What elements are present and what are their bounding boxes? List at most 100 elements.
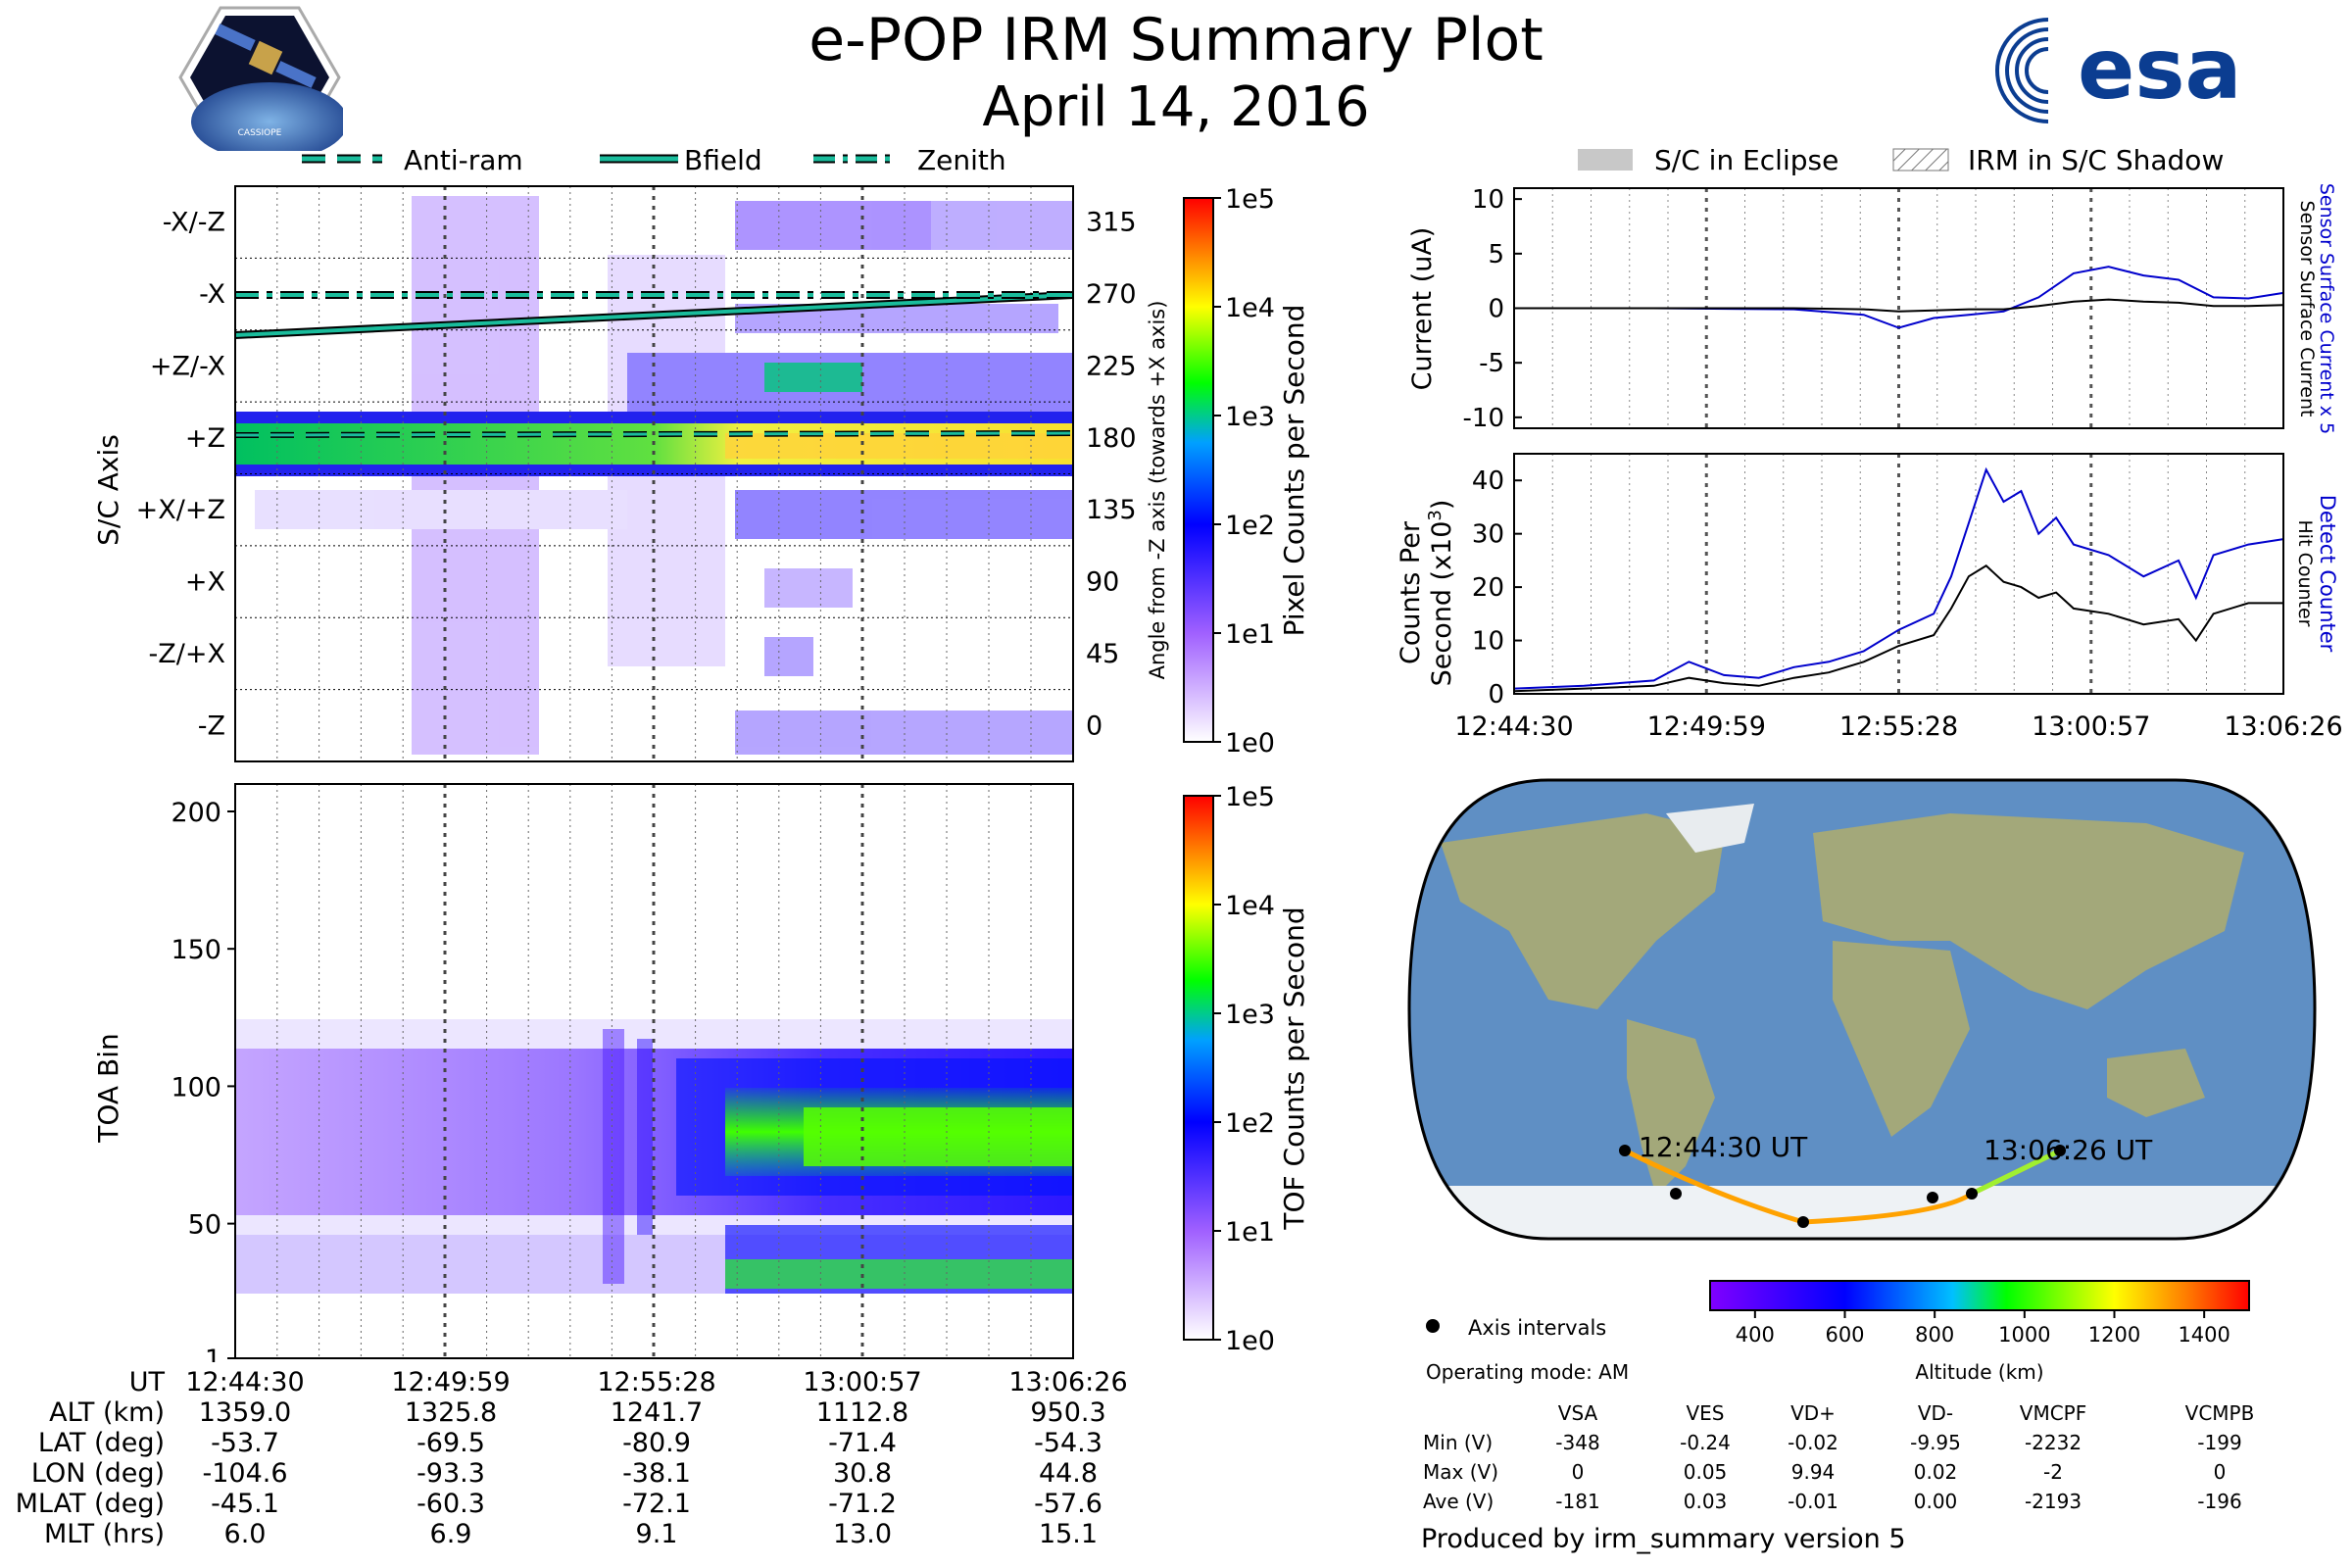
- pixel-angle-tick: 45: [1086, 639, 1119, 669]
- counts-ytick: 40: [1472, 466, 1504, 496]
- ephemeris-cell: -57.6: [1034, 1489, 1102, 1519]
- pixel-angle-tick: 270: [1086, 279, 1137, 310]
- tof-ytick: 150: [171, 935, 221, 965]
- pixel-colorbar: [1183, 197, 1214, 743]
- ephemeris-ut-tick: 12:49:59: [391, 1367, 510, 1397]
- ephemeris-cell: 15.1: [1039, 1519, 1098, 1549]
- counts-xtick: 12:49:59: [1647, 711, 1766, 742]
- pixel-cbar-tick: 1e1: [1225, 619, 1275, 650]
- altitude-cbar-label: Altitude (km): [1915, 1360, 2043, 1384]
- altitude-tick: 800: [1915, 1323, 1954, 1347]
- pixel-ylabel: S/C Axis: [92, 434, 124, 546]
- voltage-cell: 9.94: [1791, 1460, 1836, 1484]
- pixel-axis-label: -X: [199, 279, 225, 310]
- tof-cbar-tick: 1e1: [1225, 1217, 1275, 1248]
- ephemeris-cell: -80.9: [622, 1428, 691, 1458]
- map-start-label: 12:44:30 UT: [1639, 1131, 1808, 1163]
- counts-ytick: 10: [1472, 627, 1504, 657]
- voltage-cell: -2193: [2025, 1490, 2082, 1513]
- ephemeris-row-label: MLT (hrs): [44, 1519, 165, 1549]
- voltage-header: VD+: [1790, 1401, 1836, 1425]
- counts-ylabel-1: Counts Per: [1396, 520, 1426, 664]
- pixel-axis-label: +X/+Z: [136, 495, 225, 525]
- ephemeris-cell: 950.3: [1030, 1397, 1105, 1428]
- ephemeris-row-label: ALT (km): [49, 1397, 165, 1428]
- cassiope-logo: CASSIOPE: [178, 6, 343, 151]
- voltage-row-label: Max (V): [1423, 1460, 1498, 1484]
- page-title: e-POP IRM Summary Plot: [808, 6, 1544, 74]
- ephemeris-cell: -53.7: [211, 1428, 279, 1458]
- pixel-green-patch: [764, 363, 862, 392]
- tof-axes-frame: [234, 783, 1074, 1359]
- tof-cbar-label: TOF Counts per Second: [1278, 906, 1310, 1230]
- pixel-angle-tick: 225: [1086, 351, 1137, 381]
- ephemeris-cell: -45.1: [211, 1489, 279, 1519]
- ephemeris-cell: 9.1: [636, 1519, 678, 1549]
- counts-xtick: 13:00:57: [2032, 711, 2150, 742]
- legend-top: Anti-ram Bfield Zenith: [302, 144, 1006, 176]
- pixel-angle-axis-label: Angle from -Z axis (towards +X axis): [1146, 301, 1169, 680]
- legend-zenith: Zenith: [917, 144, 1006, 176]
- esa-logo-text: esa: [2078, 21, 2242, 119]
- tof-cbar-tick: 1e3: [1225, 1000, 1275, 1030]
- map-end-label: 13:06:26 UT: [1984, 1134, 2153, 1166]
- orbit-interval-dot: [1927, 1192, 1938, 1203]
- voltage-cell: -348: [1555, 1431, 1599, 1454]
- tof-cbar-tick: 1e5: [1225, 782, 1275, 812]
- ephemeris-row-label: MLAT (deg): [16, 1489, 165, 1519]
- map-antarctica: [1409, 1186, 2315, 1239]
- counts-right-label-black: Hit Counter: [2294, 520, 2316, 627]
- ephemeris-row-label: LON (deg): [31, 1458, 165, 1489]
- altitude-tick: 400: [1736, 1323, 1775, 1347]
- pixel-axis-label: +Z: [185, 423, 225, 454]
- orbit-interval-dot: [2054, 1145, 2066, 1156]
- current-series-blue: [1514, 266, 2284, 329]
- current-ytick: -10: [1463, 404, 1504, 433]
- orbit-interval-dot: [1670, 1188, 1682, 1200]
- pixel-axes-frame: [234, 185, 1074, 762]
- tof-ytick: 50: [188, 1210, 221, 1241]
- bfield-line: [234, 293, 1074, 337]
- current-axes-frame: [1513, 187, 2284, 429]
- ephemeris-ut-tick: 13:00:57: [803, 1367, 921, 1397]
- voltage-cell: -2: [2043, 1460, 2063, 1484]
- pixel-axis-label: -Z: [198, 710, 225, 741]
- voltage-header: VMCPF: [2020, 1401, 2086, 1425]
- altitude-tick: 1000: [1998, 1323, 2050, 1347]
- axis-intervals-marker: [1426, 1319, 1440, 1333]
- altitude-colorbar: Axis intervals 400 600 800 1000 1200 1400 Alt…: [1426, 1280, 2250, 1384]
- voltage-cell: 0.00: [1914, 1490, 1958, 1513]
- current-right-label-blue: Sensor Surface Current x 5: [2316, 183, 2337, 434]
- current-ytick: -5: [1479, 349, 1504, 378]
- counts-ytick: 30: [1472, 520, 1504, 550]
- ephemeris-cell: 6.9: [430, 1519, 472, 1549]
- pixel-cbar-tick: 1e2: [1225, 511, 1275, 541]
- voltage-cell: -181: [1555, 1490, 1599, 1513]
- ephemeris-row-label: UT: [129, 1367, 166, 1397]
- ephemeris-cell: 1359.0: [199, 1397, 291, 1428]
- voltage-cell: -0.01: [1788, 1490, 1838, 1513]
- ephemeris-ut-tick: 12:44:30: [185, 1367, 304, 1397]
- ephemeris-cell: 1241.7: [611, 1397, 703, 1428]
- tof-cbar-tick: 1e2: [1225, 1108, 1275, 1139]
- current-plot: Current (uA) 10 5 0 -5 -10 Sensor Surface Cu…: [1407, 183, 2337, 434]
- ephemeris-cell: 1325.8: [405, 1397, 497, 1428]
- logo-text: CASSIOPE: [238, 128, 282, 138]
- operating-mode: Operating mode: AM: [1426, 1360, 1629, 1384]
- counts-ytick: 0: [1488, 680, 1504, 710]
- pixel-band-peak: [725, 433, 1073, 459]
- voltage-cell: -9.95: [1910, 1431, 1961, 1454]
- orbit-interval-dot: [1619, 1145, 1631, 1156]
- tof-ytick: 100: [171, 1072, 221, 1102]
- counts-axes-frame: [1513, 453, 2284, 695]
- current-ytick: 10: [1472, 185, 1504, 215]
- voltage-cell: -199: [2197, 1431, 2241, 1454]
- orbit-interval-dot: [1797, 1216, 1809, 1228]
- counts-xtick: 12:44:30: [1454, 711, 1573, 742]
- pixel-angle-tick: 180: [1086, 423, 1137, 454]
- counts-plot: Counts Per Second (x103) 40 30 20 10 0 Detec…: [1396, 453, 2343, 742]
- ephemeris-cell: 44.8: [1039, 1458, 1098, 1489]
- voltage-cell: -2232: [2025, 1431, 2082, 1454]
